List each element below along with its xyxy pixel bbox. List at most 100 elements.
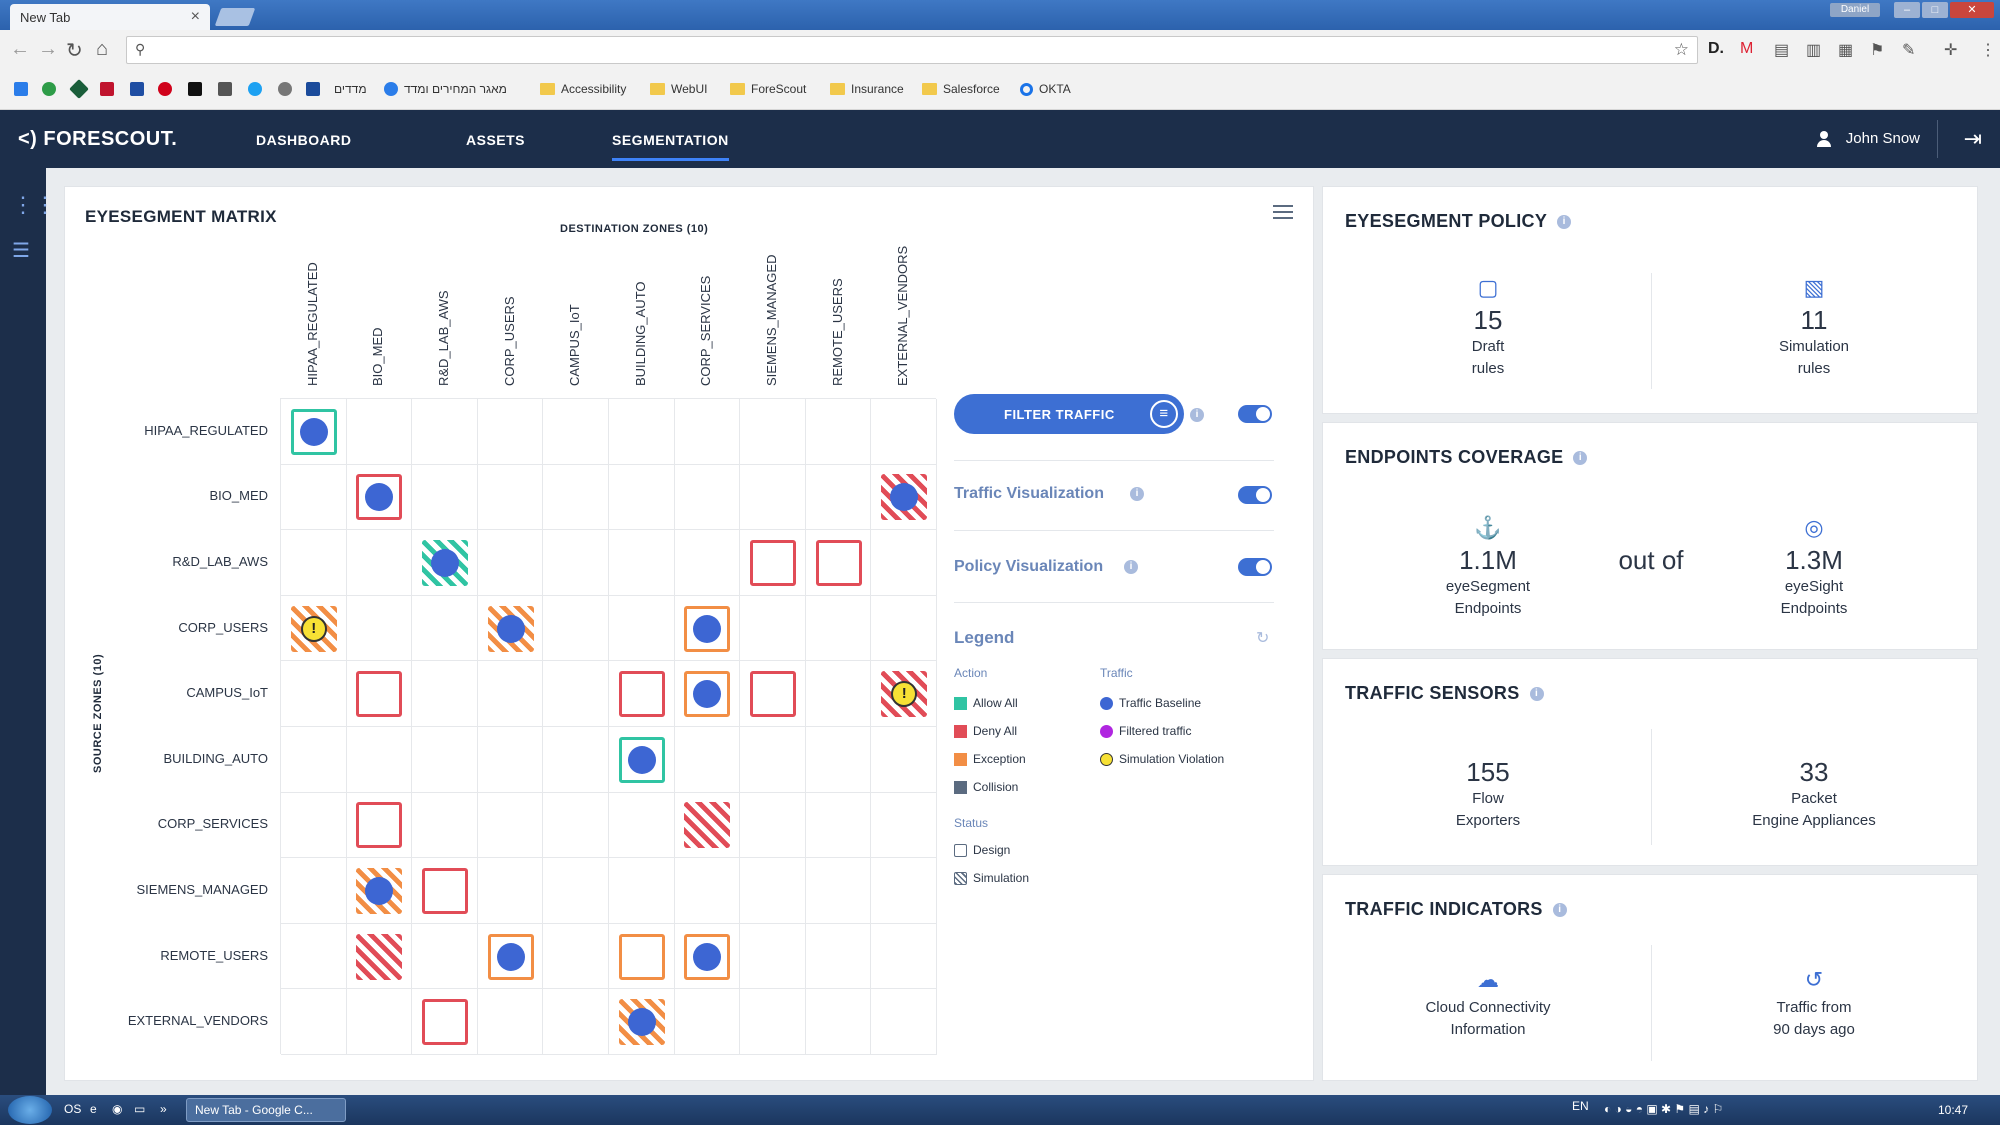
matrix-cell[interactable] — [281, 792, 347, 859]
matrix-cell[interactable] — [805, 989, 872, 1055]
traffic-visualization-toggle[interactable] — [1238, 486, 1272, 504]
matrix-cell[interactable] — [477, 399, 544, 465]
policy-mark-exception[interactable] — [684, 933, 731, 980]
bookmark-star-icon[interactable]: ☆ — [1673, 40, 1689, 59]
matrix-cell[interactable] — [477, 530, 544, 596]
back-icon[interactable]: ← — [10, 38, 30, 60]
matrix-cell[interactable] — [674, 530, 741, 596]
info-icon[interactable]: i — [1130, 487, 1144, 501]
matrix-cell[interactable] — [477, 464, 544, 531]
row-header[interactable]: HIPAA_REGULATED — [144, 422, 268, 438]
bookmark-folder[interactable]: Salesforce — [922, 82, 1000, 96]
matrix-cell[interactable] — [871, 989, 937, 1055]
policy-mark-deny[interactable] — [815, 540, 862, 586]
twitter-icon[interactable] — [248, 82, 262, 96]
maximize-icon[interactable]: □ — [1922, 2, 1948, 18]
matrix-cell[interactable] — [281, 464, 347, 531]
policy-mark-deny[interactable] — [750, 540, 796, 586]
matrix-cell[interactable] — [805, 661, 872, 727]
matrix-cell[interactable] — [871, 530, 937, 596]
folder-icon[interactable]: ▭ — [134, 1102, 146, 1116]
column-header[interactable]: CORP_SERVICES — [698, 275, 714, 386]
row-header[interactable]: SIEMENS_MANAGED — [136, 882, 268, 897]
matrix-cell[interactable] — [740, 464, 806, 531]
policy-mark-deny[interactable] — [356, 474, 403, 521]
bookmark-item[interactable]: מאגר המחירים ומדד — [384, 82, 507, 96]
hamburger-menu-icon[interactable] — [1273, 205, 1293, 221]
matrix-cell[interactable] — [346, 530, 413, 596]
row-header[interactable]: R&D_LAB_AWS — [172, 554, 268, 569]
policy-mark-deny[interactable] — [881, 474, 928, 521]
policy-mark-exception[interactable] — [618, 933, 665, 980]
list-settings-icon[interactable]: ☰ — [12, 240, 30, 262]
info-icon[interactable]: i — [1557, 214, 1572, 229]
matrix-cell[interactable] — [412, 464, 478, 531]
matrix-cell[interactable] — [609, 399, 675, 465]
forward-icon[interactable]: → — [38, 38, 58, 60]
forescout-logo[interactable]: <) FORESCOUT. — [18, 128, 178, 150]
gmail-icon[interactable]: M — [1740, 40, 1754, 57]
row-header[interactable]: BIO_MED — [209, 488, 268, 504]
matrix-cell[interactable] — [346, 727, 413, 793]
row-header[interactable]: CORP_USERS — [178, 619, 268, 635]
column-header[interactable]: R&D_LAB_AWS — [436, 290, 451, 386]
address-bar[interactable]: ⚲ ☆ — [126, 36, 1698, 64]
browser-tab[interactable]: New Tab × — [10, 4, 210, 30]
matrix-cell[interactable] — [412, 530, 478, 596]
language-indicator[interactable]: EN — [1572, 1099, 1589, 1113]
matrix-cell[interactable] — [609, 989, 675, 1055]
policy-mark-deny[interactable] — [356, 933, 403, 980]
matrix-cell[interactable] — [543, 530, 609, 596]
bookmark-item[interactable]: מדדים — [334, 82, 367, 96]
policy-mark-deny[interactable] — [356, 802, 403, 849]
extension-icon[interactable]: ✛ — [1944, 42, 1958, 59]
matrix-cell[interactable] — [805, 792, 872, 859]
policy-mark-exception[interactable] — [487, 605, 534, 652]
matrix-cell[interactable] — [609, 923, 675, 990]
tab-close-icon[interactable]: × — [190, 8, 200, 25]
bookmark-folder[interactable]: WebUI — [650, 82, 707, 96]
grid-apps-icon[interactable]: ⋮⋮ — [12, 192, 56, 217]
info-icon[interactable]: i — [1552, 902, 1567, 917]
matrix-cell[interactable] — [871, 727, 937, 793]
bookmark-icon[interactable] — [278, 82, 292, 96]
bookmark-icon[interactable] — [158, 82, 172, 96]
matrix-cell[interactable] — [674, 989, 741, 1055]
close-window-icon[interactable]: ✕ — [1950, 2, 1994, 18]
matrix-cell[interactable] — [674, 661, 741, 727]
matrix-cell[interactable] — [346, 399, 413, 465]
extension-icon[interactable]: ▤ — [1774, 42, 1790, 59]
bookmark-icon[interactable] — [100, 82, 114, 96]
matrix-cell[interactable] — [740, 989, 806, 1055]
user-menu[interactable]: John Snow — [1816, 130, 1920, 147]
start-button[interactable] — [8, 1096, 52, 1124]
matrix-cell[interactable] — [543, 399, 609, 465]
matrix-cell[interactable] — [543, 595, 609, 662]
column-header[interactable]: REMOTE_USERS — [829, 278, 845, 386]
matrix-cell[interactable] — [805, 595, 872, 662]
matrix-cell[interactable] — [477, 989, 544, 1055]
taskbar-chrome-window[interactable]: New Tab - Google C... — [186, 1098, 346, 1122]
bookmark-icon[interactable] — [188, 82, 202, 96]
bookmark-icon[interactable] — [69, 79, 89, 99]
filter-traffic-button[interactable]: FILTER TRAFFIC ≡ — [954, 394, 1184, 434]
policy-mark-deny[interactable] — [750, 671, 796, 718]
matrix-cell[interactable] — [674, 923, 741, 990]
matrix-cell[interactable] — [543, 727, 609, 793]
matrix-cell[interactable] — [543, 989, 609, 1055]
bookmark-icon[interactable] — [130, 82, 144, 96]
home-icon[interactable]: ⌂ — [96, 38, 109, 60]
matrix-cell[interactable] — [477, 661, 544, 727]
matrix-cell[interactable] — [543, 792, 609, 859]
matrix-cell[interactable] — [412, 923, 478, 990]
matrix-cell[interactable] — [281, 989, 347, 1055]
column-header[interactable]: BUILDING_AUTO — [632, 281, 648, 386]
bookmark-item[interactable]: OKTA — [1020, 82, 1071, 96]
matrix-cell[interactable] — [477, 858, 544, 924]
traffic-history-stat[interactable]: ↺ Traffic from 90 days ago — [1709, 967, 1919, 1041]
matrix-cell[interactable] — [740, 727, 806, 793]
extension-icon[interactable]: ⚑ — [1870, 42, 1885, 59]
bookmark-icon[interactable] — [42, 82, 56, 96]
matrix-cell[interactable] — [805, 727, 872, 793]
info-icon[interactable]: i — [1529, 686, 1544, 701]
